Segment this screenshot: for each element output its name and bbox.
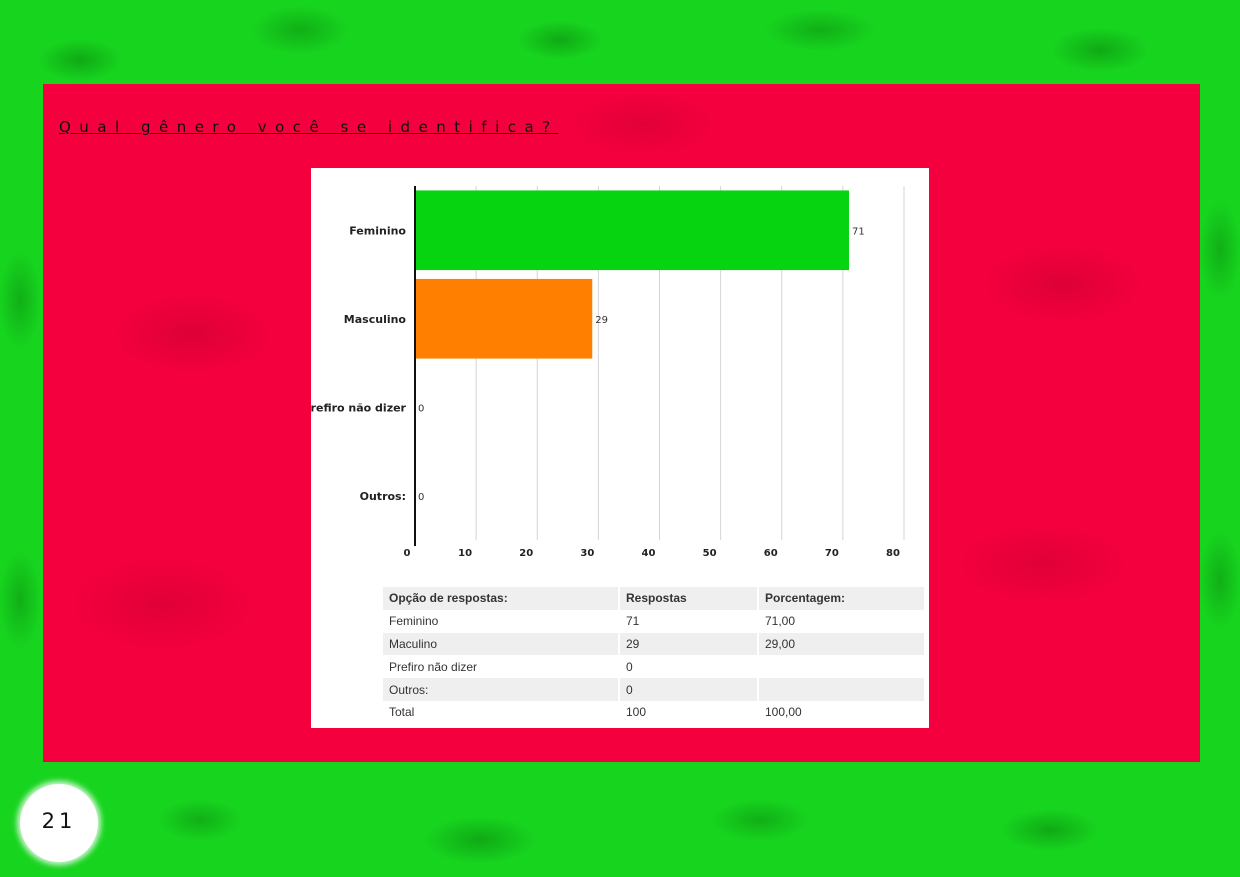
bar-value-label: 0 (418, 403, 424, 414)
table-cell-option: Maculino (383, 632, 620, 656)
bar-1 (415, 278, 593, 359)
table-header-option: Opção de respostas: (383, 587, 620, 610)
table-cell-percentage: 100,00 (758, 700, 926, 724)
table-cell-responses: 71 (619, 609, 759, 633)
category-label: Outros: (360, 490, 406, 503)
table-cell-percentage (758, 678, 926, 701)
table-header-responses: Respostas (619, 587, 759, 610)
x-tick-label: 50 (703, 548, 717, 559)
x-tick-label: 80 (886, 548, 900, 559)
table-cell-option: Feminino (383, 609, 620, 633)
x-tick-label: 10 (458, 548, 472, 559)
table-cell-option: Prefiro não dizer (383, 655, 620, 679)
bar-value-label: 71 (852, 226, 865, 237)
table-row: Feminino 71 71,00 (383, 609, 926, 633)
table-row-total: Total 100 100,00 (383, 700, 926, 724)
page-number-badge: 21 (14, 778, 104, 868)
category-label: Feminino (349, 224, 406, 237)
table-header-percentage: Porcentagem: (758, 587, 926, 610)
x-tick-label: 60 (764, 548, 778, 559)
table-cell-responses: 29 (619, 632, 759, 656)
bar-0 (415, 190, 849, 271)
table-row: Prefiro não dizer 0 (383, 655, 926, 679)
category-label: Masculino (344, 313, 407, 326)
content-panel: Qual gênero você se identifica? 71 Femini… (43, 84, 1200, 762)
table-header-row: Opção de respostas: Respostas Porcentage… (383, 587, 926, 610)
category-label: Prefiro não dizer (311, 401, 407, 414)
table-cell-percentage: 29,00 (758, 632, 926, 656)
x-tick-label: 20 (519, 548, 533, 559)
page-number: 21 (41, 809, 77, 833)
table-cell-percentage (758, 655, 926, 679)
results-table: Opção de respostas: Respostas Porcentage… (383, 587, 926, 724)
table-cell-responses: 100 (619, 700, 759, 724)
results-card: 71 Feminino 29 Masculino 0 Prefiro não dizer 0… (311, 168, 929, 728)
table-cell-option: Total (383, 700, 620, 724)
x-tick-label: 70 (825, 548, 839, 559)
table-cell-option: Outros: (383, 678, 620, 701)
table-row: Outros: 0 (383, 678, 926, 701)
table-row: Maculino 29 29,00 (383, 632, 926, 656)
paint-splash-icon (20, 784, 98, 862)
table-cell-responses: 0 (619, 678, 759, 701)
bar-value-label: 29 (595, 315, 608, 326)
x-tick-label: 0 (404, 548, 411, 559)
x-tick-label: 40 (642, 548, 656, 559)
question-title: Qual gênero você se identifica? (59, 118, 559, 136)
table-cell-responses: 0 (619, 655, 759, 679)
x-tick-label: 30 (580, 548, 594, 559)
gender-bar-chart: 71 Feminino 29 Masculino 0 Prefiro não dizer 0… (311, 186, 905, 559)
bar-value-label: 0 (418, 492, 424, 503)
table-cell-percentage: 71,00 (758, 609, 926, 633)
